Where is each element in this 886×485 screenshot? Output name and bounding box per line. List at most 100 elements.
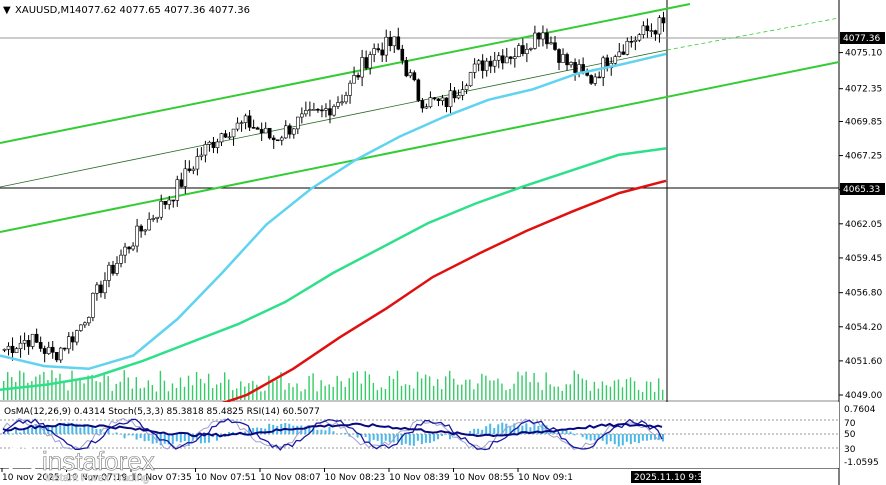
candle-body (549, 42, 553, 45)
volume-bar (380, 387, 383, 400)
price-pane[interactable] (0, 0, 886, 402)
osma-bar (597, 434, 600, 439)
osma-bar (63, 422, 66, 434)
candle-body (99, 284, 103, 294)
volume-bar (376, 390, 379, 400)
candle-body (251, 127, 256, 129)
volume-bar (228, 379, 230, 400)
volume-bar (509, 388, 511, 400)
volume-bar (300, 391, 302, 400)
volume-bar (119, 381, 121, 400)
osma-bar (55, 425, 58, 434)
candle-body (504, 56, 509, 64)
osma-bar (416, 434, 419, 441)
candle-body (496, 55, 501, 61)
price-tick-label: 4075.10 (845, 49, 882, 59)
volume-bar (336, 375, 338, 400)
candle-body (525, 48, 529, 54)
osma-bar (509, 426, 512, 434)
candle-body (380, 49, 385, 56)
osma-bar (340, 433, 343, 434)
candle-body (171, 199, 176, 202)
osma-bar (87, 426, 90, 434)
candle-body (119, 254, 123, 264)
osma-bar (163, 434, 166, 444)
price-tick-label: 4067.25 (845, 152, 882, 162)
osma-bar (440, 434, 443, 436)
indicator-header: OsMA(12,26,9) 0.4314 Stoch(5,3,3) 85.381… (4, 407, 320, 417)
osma-bar (585, 434, 588, 440)
osma-bar (645, 434, 648, 441)
volume-bar (404, 384, 407, 400)
volume-bar (7, 372, 9, 400)
volume-bar (39, 374, 41, 400)
osma-bar (51, 426, 54, 434)
candle-body (62, 347, 67, 350)
candle-body (83, 322, 87, 326)
osma-bar (481, 429, 484, 434)
candle-body (283, 125, 288, 139)
volume-bar (513, 383, 515, 400)
osma-bar (581, 434, 584, 438)
osma-bar (187, 434, 190, 447)
candle-body (368, 54, 372, 69)
volume-bar (577, 374, 579, 400)
volume-bar (481, 373, 483, 400)
candle-body (553, 42, 557, 50)
candle-body (657, 17, 662, 35)
candle-body (336, 102, 340, 107)
osma-bar (304, 426, 307, 434)
volume-bar (412, 388, 415, 400)
volume-bar (609, 386, 612, 400)
volume-bar (236, 388, 238, 400)
candle-body (183, 168, 188, 187)
osma-bar (617, 434, 620, 447)
osma-bar (143, 434, 146, 442)
candle-body (79, 324, 83, 331)
candles (2, 11, 666, 363)
symbol-dropdown-icon[interactable]: ▼ (3, 5, 11, 16)
volume-bar (420, 378, 423, 400)
osma-bar (228, 431, 231, 434)
osma-bar (316, 429, 319, 434)
volume-bar (31, 381, 33, 400)
volume-bar (195, 372, 198, 400)
volume-bar (203, 383, 206, 400)
candle-body (243, 115, 248, 123)
volume-bar (244, 386, 246, 400)
volume-bar (424, 374, 427, 400)
candle-body (320, 109, 324, 112)
osma-bar (573, 434, 576, 436)
candle-body (151, 218, 155, 220)
candle-body (6, 345, 11, 350)
candle-body (472, 63, 477, 73)
osma-bar (175, 434, 178, 442)
volume-bar (332, 386, 334, 400)
volume-bar (87, 375, 89, 400)
marked-level-tag: 4065.33 (843, 185, 880, 195)
price-tick-label: 4049.00 (845, 391, 882, 401)
osma-bar (151, 434, 154, 444)
logo-icon-mark (14, 452, 30, 468)
candle-body (22, 340, 27, 344)
osma-bar (384, 434, 387, 441)
osma-bar (553, 431, 556, 434)
volume-bar (155, 391, 158, 400)
volume-bar (352, 372, 354, 400)
osma-bar (428, 434, 431, 443)
osma-bar (332, 431, 335, 434)
channel-mid-extension (666, 17, 840, 51)
osma-bar (593, 434, 596, 441)
osma-bar (537, 426, 540, 434)
osma-bar (127, 434, 130, 436)
candle-body (561, 54, 565, 63)
volume-bar (517, 371, 519, 400)
volume-bar (268, 375, 270, 400)
osma-bar (356, 434, 359, 438)
osma-bar (43, 426, 46, 434)
volume-bar (280, 372, 282, 400)
osma-bar (179, 434, 182, 443)
osma-bar (473, 428, 476, 434)
osma-bar (296, 425, 299, 434)
